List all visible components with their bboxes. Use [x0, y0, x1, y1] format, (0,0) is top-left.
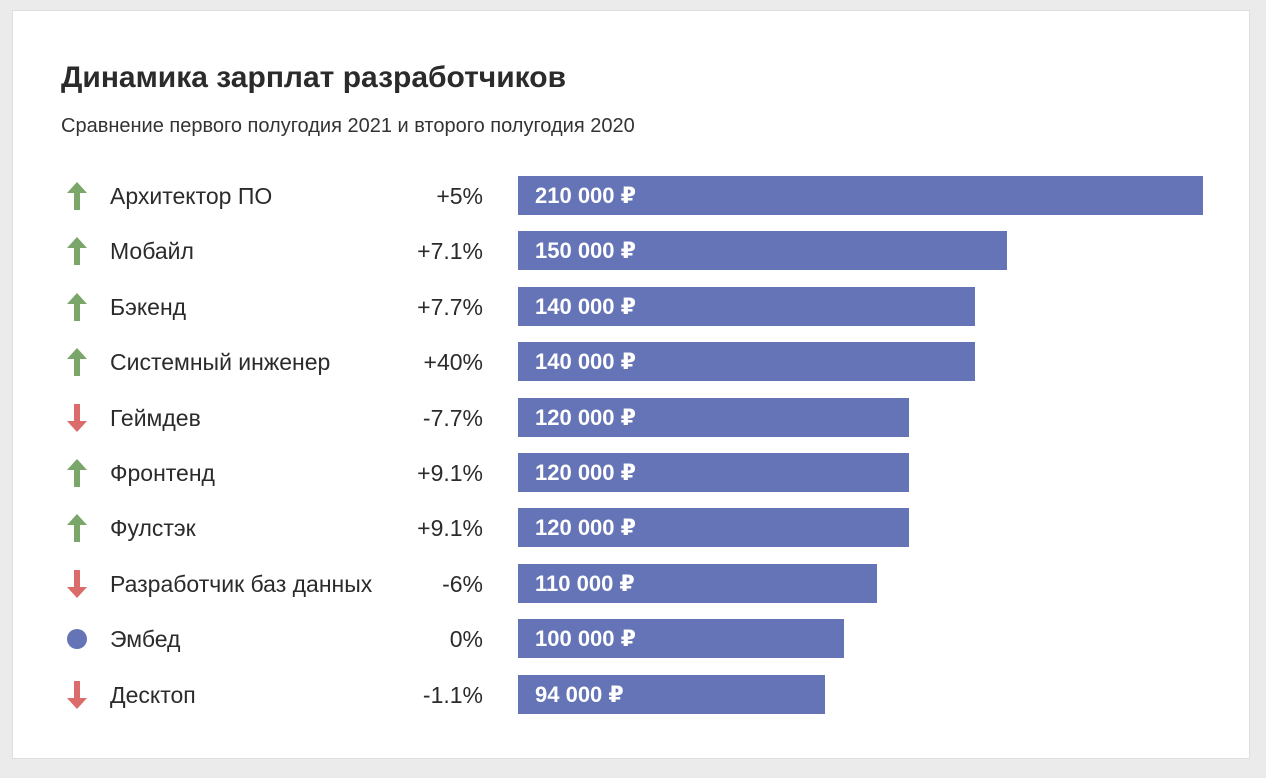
bar-value-label: 150 000 ₽ — [535, 238, 636, 264]
chart-row: Архитектор ПО +5% 210 000 ₽ — [13, 176, 1249, 216]
bar-value-label: 94 000 ₽ — [535, 681, 624, 707]
salary-bar: 120 000 ₽ — [518, 508, 909, 548]
salary-bar: 140 000 ₽ — [518, 286, 975, 326]
arrow-up-icon — [67, 348, 87, 377]
change-label: +40% — [423, 349, 483, 376]
chart-row: Системный инженер +40% 140 000 ₽ — [13, 342, 1249, 382]
bar-value-label: 110 000 ₽ — [535, 570, 635, 596]
chart-row: Фулстэк +9.1% 120 000 ₽ — [13, 508, 1249, 548]
chart-row: Десктоп -1.1% 94 000 ₽ — [13, 674, 1249, 715]
category-label: Архитектор ПО — [110, 183, 273, 209]
category-label: Десктоп — [110, 681, 196, 708]
change-label: +5% — [436, 183, 483, 209]
chart-row: Мобайл +7.1% 150 000 ₽ — [13, 231, 1249, 271]
bar-value-label: 120 000 ₽ — [535, 460, 636, 485]
category-label: Системный инженер — [110, 349, 331, 376]
bar-value-label: 140 000 ₽ — [535, 349, 636, 375]
category-label: Мобайл — [110, 238, 194, 265]
change-label: +9.1% — [417, 460, 483, 486]
neutral-dot-icon — [67, 629, 87, 650]
category-label: Бэкенд — [110, 293, 187, 320]
category-label: Эмбед — [110, 626, 181, 653]
change-label: -6% — [442, 570, 483, 597]
change-label: +7.1% — [417, 238, 483, 265]
arrow-up-icon — [67, 182, 87, 210]
change-label: +9.1% — [417, 515, 483, 542]
change-label: -1.1% — [422, 681, 483, 708]
bar-value-label: 210 000 ₽ — [535, 183, 636, 208]
salary-bar: 100 000 ₽ — [518, 619, 844, 659]
arrow-down-icon — [67, 680, 87, 709]
arrow-up-icon — [67, 292, 87, 321]
salary-bar: 94 000 ₽ — [518, 674, 825, 714]
salary-bar: 120 000 ₽ — [518, 397, 909, 437]
chart-row: Геймдев -7.7% 120 000 ₽ — [13, 397, 1249, 438]
chart-title: Динамика зарплат разработчиков — [61, 61, 567, 94]
bar-value-label: 140 000 ₽ — [535, 293, 636, 319]
bar-value-label: 120 000 ₽ — [535, 404, 636, 430]
bar-value-label: 120 000 ₽ — [535, 515, 636, 541]
arrow-down-icon — [67, 569, 87, 598]
change-label: 0% — [449, 626, 483, 653]
category-label: Фронтенд — [110, 460, 215, 486]
category-label: Геймдев — [110, 404, 201, 431]
bar-rows: Архитектор ПО +5% 210 000 ₽ Мобайл +7.1% 150 … — [13, 11, 1249, 758]
chart-row: Фронтенд +9.1% 120 000 ₽ — [13, 453, 1249, 493]
salary-bar: 150 000 ₽ — [518, 231, 1007, 271]
arrow-down-icon — [67, 403, 87, 432]
salary-bar: 210 000 ₽ — [518, 176, 1203, 215]
arrow-up-icon — [67, 237, 87, 266]
change-label: -7.7% — [422, 404, 483, 431]
arrow-up-icon — [67, 459, 87, 487]
chart-row: Эмбед 0% 100 000 ₽ — [13, 619, 1249, 659]
chart-subtitle: Сравнение первого полугодия 2021 и второ… — [61, 115, 635, 137]
bar-value-label: 100 000 ₽ — [535, 626, 636, 652]
salary-bar: 120 000 ₽ — [518, 453, 909, 492]
category-label: Разработчик баз данных — [110, 570, 373, 597]
chart-card: Динамика зарплат разработчиков Сравнение… — [12, 10, 1250, 759]
salary-bar: 110 000 ₽ — [518, 563, 877, 603]
salary-bar: 140 000 ₽ — [518, 342, 975, 382]
change-label: +7.7% — [417, 293, 483, 320]
chart-row: Бэкенд +7.7% 140 000 ₽ — [13, 286, 1249, 327]
chart-row: Разработчик баз данных -6% 110 000 ₽ — [13, 563, 1249, 604]
arrow-up-icon — [67, 514, 87, 543]
category-label: Фулстэк — [110, 515, 196, 542]
